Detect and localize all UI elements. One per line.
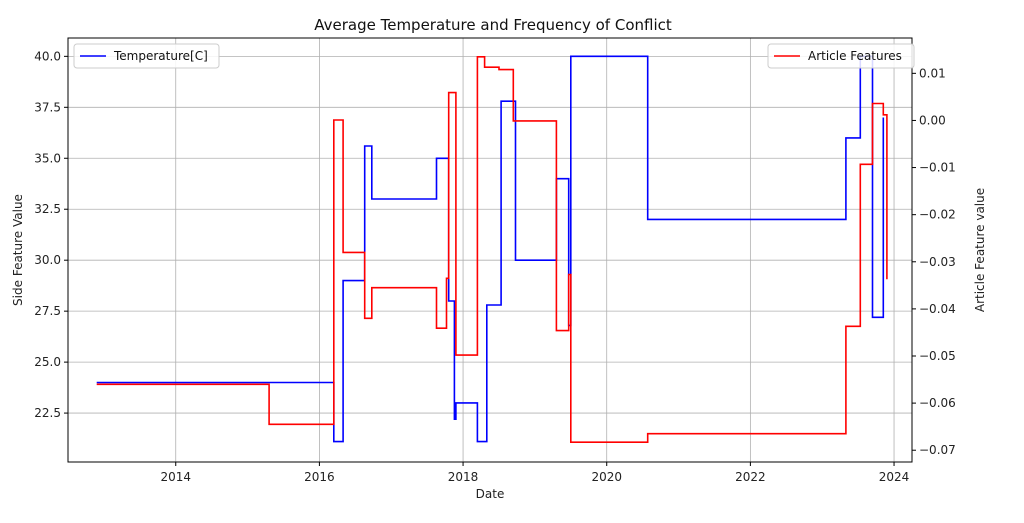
x-tick-label: 2016 xyxy=(304,470,335,484)
y-right-tick-label: −0.02 xyxy=(919,208,956,222)
y-left-tick-label: 27.5 xyxy=(34,304,61,318)
x-axis-label: Date xyxy=(476,487,505,501)
y-right-tick-label: −0.06 xyxy=(919,396,956,410)
series-layer xyxy=(96,55,888,443)
y-axis-left: 22.5 25.0 27.5 30.0 32.5 35.0 37.5 40.0 xyxy=(34,49,68,420)
y-right-tick-label: 0.00 xyxy=(919,113,946,127)
x-tick-label: 2020 xyxy=(591,470,622,484)
x-tick-label: 2022 xyxy=(735,470,766,484)
y-right-tick-label: 0.01 xyxy=(919,66,946,80)
y-left-tick-label: 22.5 xyxy=(34,406,61,420)
legend-article: Article Features xyxy=(767,43,915,69)
x-axis: 2014 2016 2018 2020 2022 2024 xyxy=(160,462,909,484)
y-left-tick-label: 25.0 xyxy=(34,355,61,369)
legend-temperature: Temperature[C] xyxy=(73,43,220,69)
x-tick-label: 2018 xyxy=(448,470,479,484)
y-left-tick-label: 37.5 xyxy=(34,100,61,114)
y-left-tick-label: 32.5 xyxy=(34,202,61,216)
y-right-tick-label: −0.05 xyxy=(919,349,956,363)
y-left-tick-label: 40.0 xyxy=(34,49,61,63)
legend-temperature-label: Temperature[C] xyxy=(113,49,208,63)
y-axis-right-label: Article Feature value xyxy=(973,188,987,312)
y-right-tick-label: −0.01 xyxy=(919,161,956,175)
x-tick-label: 2024 xyxy=(879,470,910,484)
plot-frame xyxy=(67,37,913,463)
y-right-tick-label: −0.07 xyxy=(919,443,956,457)
y-axis-left-label: Side Feature Value xyxy=(11,194,25,306)
chart-title: Average Temperature and Frequency of Con… xyxy=(314,16,672,34)
article-features-series-line xyxy=(96,56,888,443)
y-left-tick-label: 35.0 xyxy=(34,151,61,165)
legend-article-box xyxy=(767,43,915,69)
grid-lines xyxy=(68,38,912,462)
y-right-tick-label: −0.03 xyxy=(919,255,956,269)
temperature-series-line xyxy=(96,55,885,443)
x-tick-label: 2014 xyxy=(160,470,191,484)
y-left-tick-label: 30.0 xyxy=(34,253,61,267)
y-axis-right: −0.07 −0.06 −0.05 −0.04 −0.03 −0.02 −0.01 0.00 0… xyxy=(912,66,956,457)
legend-article-label: Article Features xyxy=(808,49,902,63)
y-right-tick-label: −0.04 xyxy=(919,302,956,316)
legend-temperature-box xyxy=(73,43,220,69)
